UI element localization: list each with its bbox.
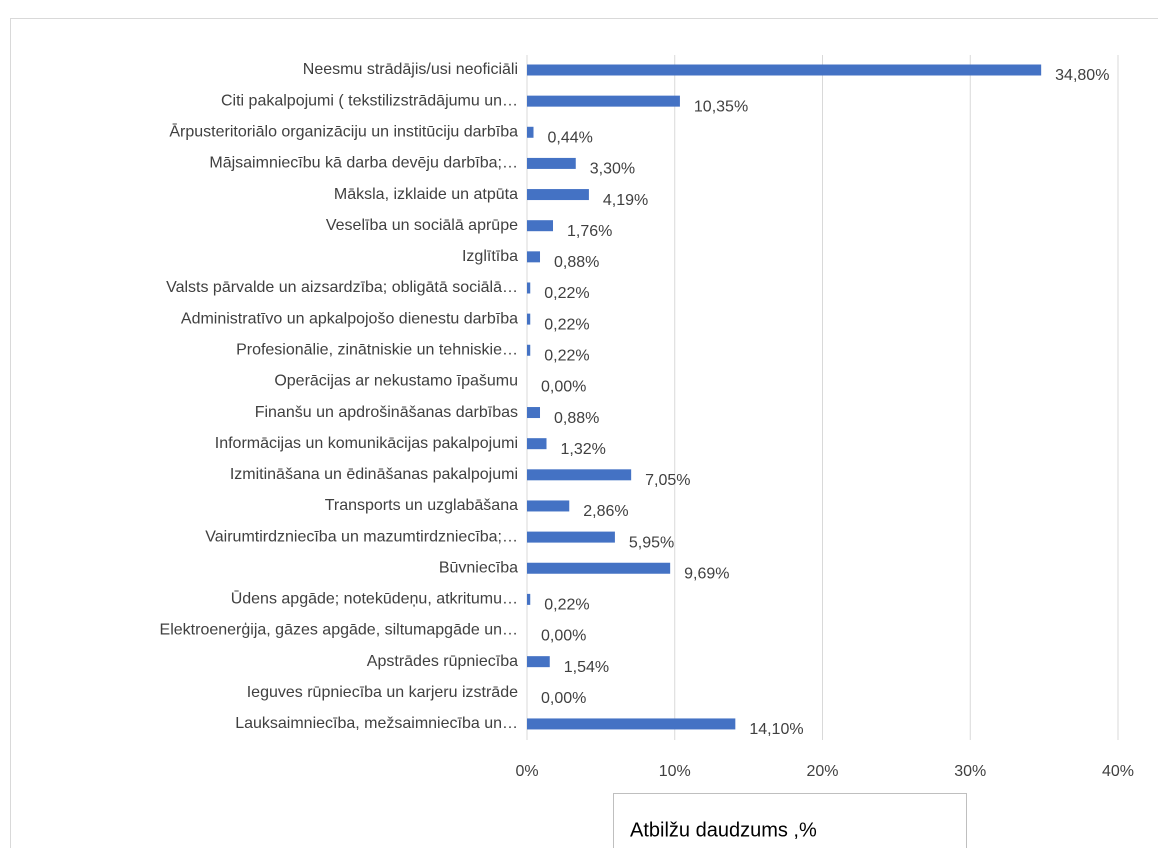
value-label: 0,00% bbox=[541, 379, 586, 396]
value-label: 1,76% bbox=[567, 223, 612, 240]
value-label: 9,69% bbox=[684, 565, 729, 582]
y-tick-label: Lauksaimniecība, mežsaimniecība un… bbox=[235, 715, 518, 732]
y-tick-label: Mājsaimniecību kā darba devēju darbība;… bbox=[209, 155, 518, 172]
value-label: 5,95% bbox=[629, 534, 674, 551]
y-tick-label: Profesionālie, zinātniskie un tehniskie… bbox=[236, 341, 518, 358]
bar bbox=[527, 64, 1042, 76]
y-tick-label: Valsts pārvalde un aizsardzība; obligātā… bbox=[166, 279, 518, 296]
bar bbox=[527, 469, 632, 481]
value-label: 0,44% bbox=[548, 129, 593, 146]
y-tick-label: Būvniecība bbox=[439, 559, 518, 576]
bar bbox=[527, 656, 550, 668]
y-tick-label: Apstrādes rūpniecība bbox=[367, 653, 518, 670]
x-tick-label: 10% bbox=[659, 763, 691, 780]
y-tick-label: Ieguves rūpniecība un karjeru izstrāde bbox=[247, 684, 518, 701]
y-tick-label: Operācijas ar nekustamo īpašumu bbox=[274, 373, 518, 390]
bar bbox=[527, 407, 541, 419]
y-tick-label: Citi pakalpojumi ( tekstilizstrādājumu u… bbox=[221, 92, 518, 109]
value-label: 1,32% bbox=[561, 441, 606, 458]
value-label: 0,22% bbox=[544, 347, 589, 364]
x-tick-label: 30% bbox=[954, 763, 986, 780]
value-label: 0,00% bbox=[541, 628, 586, 645]
x-tick-label: 20% bbox=[806, 763, 838, 780]
y-tick-label: Veselība un sociālā aprūpe bbox=[326, 217, 518, 234]
y-tick-label: Informācijas un komunikācijas pakalpojum… bbox=[215, 435, 518, 452]
bar bbox=[527, 593, 531, 605]
bar bbox=[527, 718, 736, 730]
bar bbox=[527, 313, 531, 325]
bar bbox=[527, 531, 615, 543]
x-tick-label: 0% bbox=[515, 763, 538, 780]
value-label: 0,88% bbox=[554, 254, 599, 271]
y-tick-label: Administratīvo un apkalpojošo dienestu d… bbox=[181, 310, 518, 327]
bar bbox=[527, 189, 589, 201]
value-label: 10,35% bbox=[694, 98, 748, 115]
x-tick-label: 40% bbox=[1102, 763, 1134, 780]
y-tick-label: Izglītība bbox=[462, 248, 518, 265]
bar bbox=[527, 220, 554, 232]
value-label: 7,05% bbox=[645, 472, 690, 489]
y-tick-label: Elektroenerģija, gāzes apgāde, siltumapg… bbox=[160, 621, 518, 639]
y-tick-label: Ārpusteritoriālo organizāciju un institū… bbox=[169, 122, 518, 140]
value-label: 14,10% bbox=[749, 721, 803, 738]
value-label: 0,22% bbox=[544, 316, 589, 333]
value-label: 4,19% bbox=[603, 192, 648, 209]
value-label: 0,88% bbox=[554, 410, 599, 427]
y-tick-label: Izmitināšana un ēdināšanas pakalpojumi bbox=[230, 466, 518, 483]
bar bbox=[527, 438, 547, 450]
value-label: 1,54% bbox=[564, 659, 609, 676]
y-tick-label: Transports un uzglabāšana bbox=[325, 497, 518, 514]
value-label: 0,22% bbox=[544, 285, 589, 302]
bar bbox=[527, 282, 531, 294]
value-label: 3,30% bbox=[590, 161, 635, 178]
value-label: 0,00% bbox=[541, 690, 586, 707]
value-label: 2,86% bbox=[583, 503, 628, 520]
y-tick-label: Ūdens apgāde; notekūdeņu, atkritumu… bbox=[231, 590, 518, 608]
bar bbox=[527, 251, 541, 263]
bar bbox=[527, 344, 531, 356]
chart-border bbox=[10, 18, 1158, 848]
y-tick-label: Vairumtirdzniecība un mazumtirdzniecība;… bbox=[205, 528, 518, 545]
value-label: 0,22% bbox=[544, 597, 589, 614]
y-tick-label: Neesmu strādājis/usi neoficiāli bbox=[303, 61, 518, 78]
bar bbox=[527, 562, 671, 574]
bar bbox=[527, 126, 534, 138]
bar bbox=[527, 95, 680, 107]
bar bbox=[527, 500, 570, 512]
value-label: 34,80% bbox=[1055, 67, 1109, 84]
legend-label: Atbilžu daudzums ,% bbox=[630, 819, 817, 841]
y-tick-label: Finanšu un apdrošināšanas darbības bbox=[255, 404, 518, 421]
legend-box bbox=[613, 793, 967, 848]
bar bbox=[527, 157, 576, 169]
y-tick-label: Māksla, izklaide un atpūta bbox=[334, 186, 518, 203]
